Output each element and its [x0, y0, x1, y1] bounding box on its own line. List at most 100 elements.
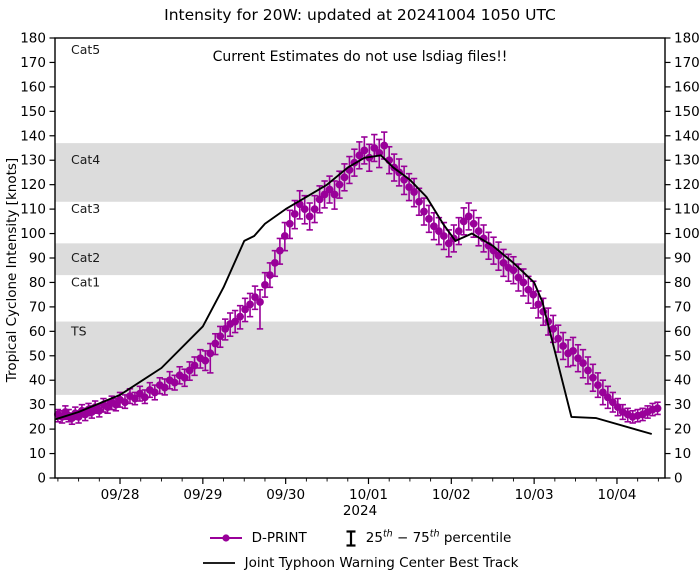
- x-tick-label: 10/02: [432, 487, 471, 503]
- legend-percentile-label: 25th − 75th percentile: [365, 528, 512, 546]
- percentile-text: percentile: [439, 530, 512, 546]
- dprint-marker: [150, 388, 159, 397]
- y-tick-label-left: 160: [20, 79, 46, 95]
- dprint-marker: [251, 293, 259, 302]
- legend-row-2: Joint Typhoon Warning Center Best Track: [55, 552, 665, 571]
- dprint-marker: [360, 146, 369, 155]
- y-tick-label-right: 100: [674, 226, 699, 242]
- dprint-marker: [266, 271, 274, 280]
- legend-dprint-label: D-PRINT: [251, 530, 307, 546]
- dprint-marker: [236, 312, 245, 321]
- dprint-marker: [330, 190, 339, 199]
- y-tick-label-right: 140: [674, 128, 699, 144]
- dprint-marker: [221, 324, 230, 333]
- dprint-marker: [594, 381, 602, 390]
- category-label: Cat2: [71, 250, 100, 265]
- x-axis-year-label: 2024: [342, 503, 378, 519]
- dprint-marker: [479, 234, 488, 243]
- category-label: Cat5: [71, 42, 100, 57]
- dprint-marker: [549, 324, 558, 333]
- percentile-text: 25: [365, 530, 383, 546]
- dprint-marker: [285, 219, 294, 228]
- annotation-note: Current Estimates do not use lsdiag file…: [212, 49, 508, 65]
- y-tick-label-right: 160: [674, 79, 699, 95]
- dprint-marker: [180, 373, 189, 382]
- y-tick-label-left: 120: [20, 177, 46, 193]
- best-track-line: [55, 154, 653, 435]
- x-tick-label: 09/30: [266, 487, 305, 503]
- dprint-marker: [598, 388, 607, 397]
- dprint-marker: [474, 227, 483, 236]
- dprint-marker: [275, 246, 284, 255]
- dprint-marker: [170, 378, 179, 387]
- y-tick-label-left: 140: [20, 128, 46, 144]
- percentile-sup: th: [429, 528, 440, 540]
- dprint-marker: [310, 205, 319, 214]
- y-tick-label-left: 30: [29, 397, 46, 413]
- dprint-marker: [131, 394, 139, 403]
- y-tick-label-left: 150: [20, 104, 46, 120]
- y-tick-label-left: 110: [20, 202, 46, 218]
- dprint-marker: [439, 232, 448, 240]
- y-tick-label-right: 70: [674, 299, 691, 315]
- dprint-marker: [380, 141, 389, 150]
- dprint-line-icon: [209, 534, 242, 542]
- dprint-marker: [290, 210, 299, 218]
- dprint-marker: [231, 317, 240, 326]
- y-tick-label-left: 130: [20, 153, 46, 169]
- dprint-marker: [335, 180, 344, 189]
- dprint-marker: [256, 298, 264, 306]
- dprint-marker: [469, 219, 478, 228]
- x-tick-label: 09/29: [183, 487, 222, 503]
- dprint-marker: [524, 285, 533, 294]
- percentile-sup: th: [382, 528, 393, 540]
- dprint-marker: [420, 207, 428, 216]
- dprint-marker: [340, 173, 349, 182]
- dprint-marker: [574, 354, 582, 363]
- dprint-marker: [509, 266, 518, 275]
- y-tick-label-right: 130: [674, 153, 699, 169]
- y-tick-label-left: 60: [29, 324, 46, 340]
- dprint-marker: [454, 227, 463, 236]
- errorbar-icon: [346, 529, 356, 547]
- legend: D-PRINT 25th − 75th percentile Joint Typ…: [55, 527, 665, 571]
- y-tick-label-right: 90: [674, 251, 691, 267]
- category-label: Cat1: [71, 274, 100, 289]
- legend-row-1: D-PRINT 25th − 75th percentile: [55, 527, 665, 549]
- chart-title: Intensity for 20W: updated at 20241004 1…: [164, 6, 556, 24]
- y-tick-label-right: 10: [674, 446, 691, 462]
- x-tick-label: 09/28: [101, 487, 140, 503]
- dprint-marker: [140, 393, 149, 402]
- dprint-marker: [415, 197, 423, 206]
- dprint-marker: [355, 151, 364, 160]
- dprint-marker: [410, 188, 418, 196]
- dprint-marker: [280, 232, 289, 240]
- dprint-marker: [464, 212, 473, 221]
- dprint-marker: [444, 239, 453, 248]
- y-tick-label-right: 120: [674, 177, 699, 193]
- dprint-marker: [584, 366, 592, 375]
- y-tick-label-right: 150: [674, 104, 699, 120]
- y-tick-label-right: 110: [674, 202, 699, 218]
- y-tick-label-left: 90: [29, 251, 46, 267]
- y-tick-label-right: 170: [674, 55, 699, 71]
- y-tick-label-left: 180: [20, 31, 46, 47]
- dprint-marker: [201, 356, 210, 365]
- dprint-marker: [270, 258, 279, 267]
- dprint-marker: [261, 280, 269, 289]
- dprint-marker: [74, 412, 83, 421]
- dprint-marker: [370, 144, 379, 152]
- dprint-marker: [534, 300, 543, 309]
- dprint-marker: [160, 383, 169, 392]
- dprint-marker: [315, 195, 324, 204]
- category-label: Cat4: [71, 152, 100, 167]
- dprint-marker: [206, 349, 215, 358]
- dprint-marker: [425, 214, 433, 223]
- besttrack-line-icon: [202, 562, 235, 564]
- percentile-text: − 75: [392, 530, 430, 546]
- y-tick-label-right: 60: [674, 324, 691, 340]
- legend-besttrack-label: Joint Typhoon Warning Center Best Track: [244, 555, 519, 571]
- dprint-marker: [325, 185, 334, 194]
- dprint-marker: [514, 273, 523, 282]
